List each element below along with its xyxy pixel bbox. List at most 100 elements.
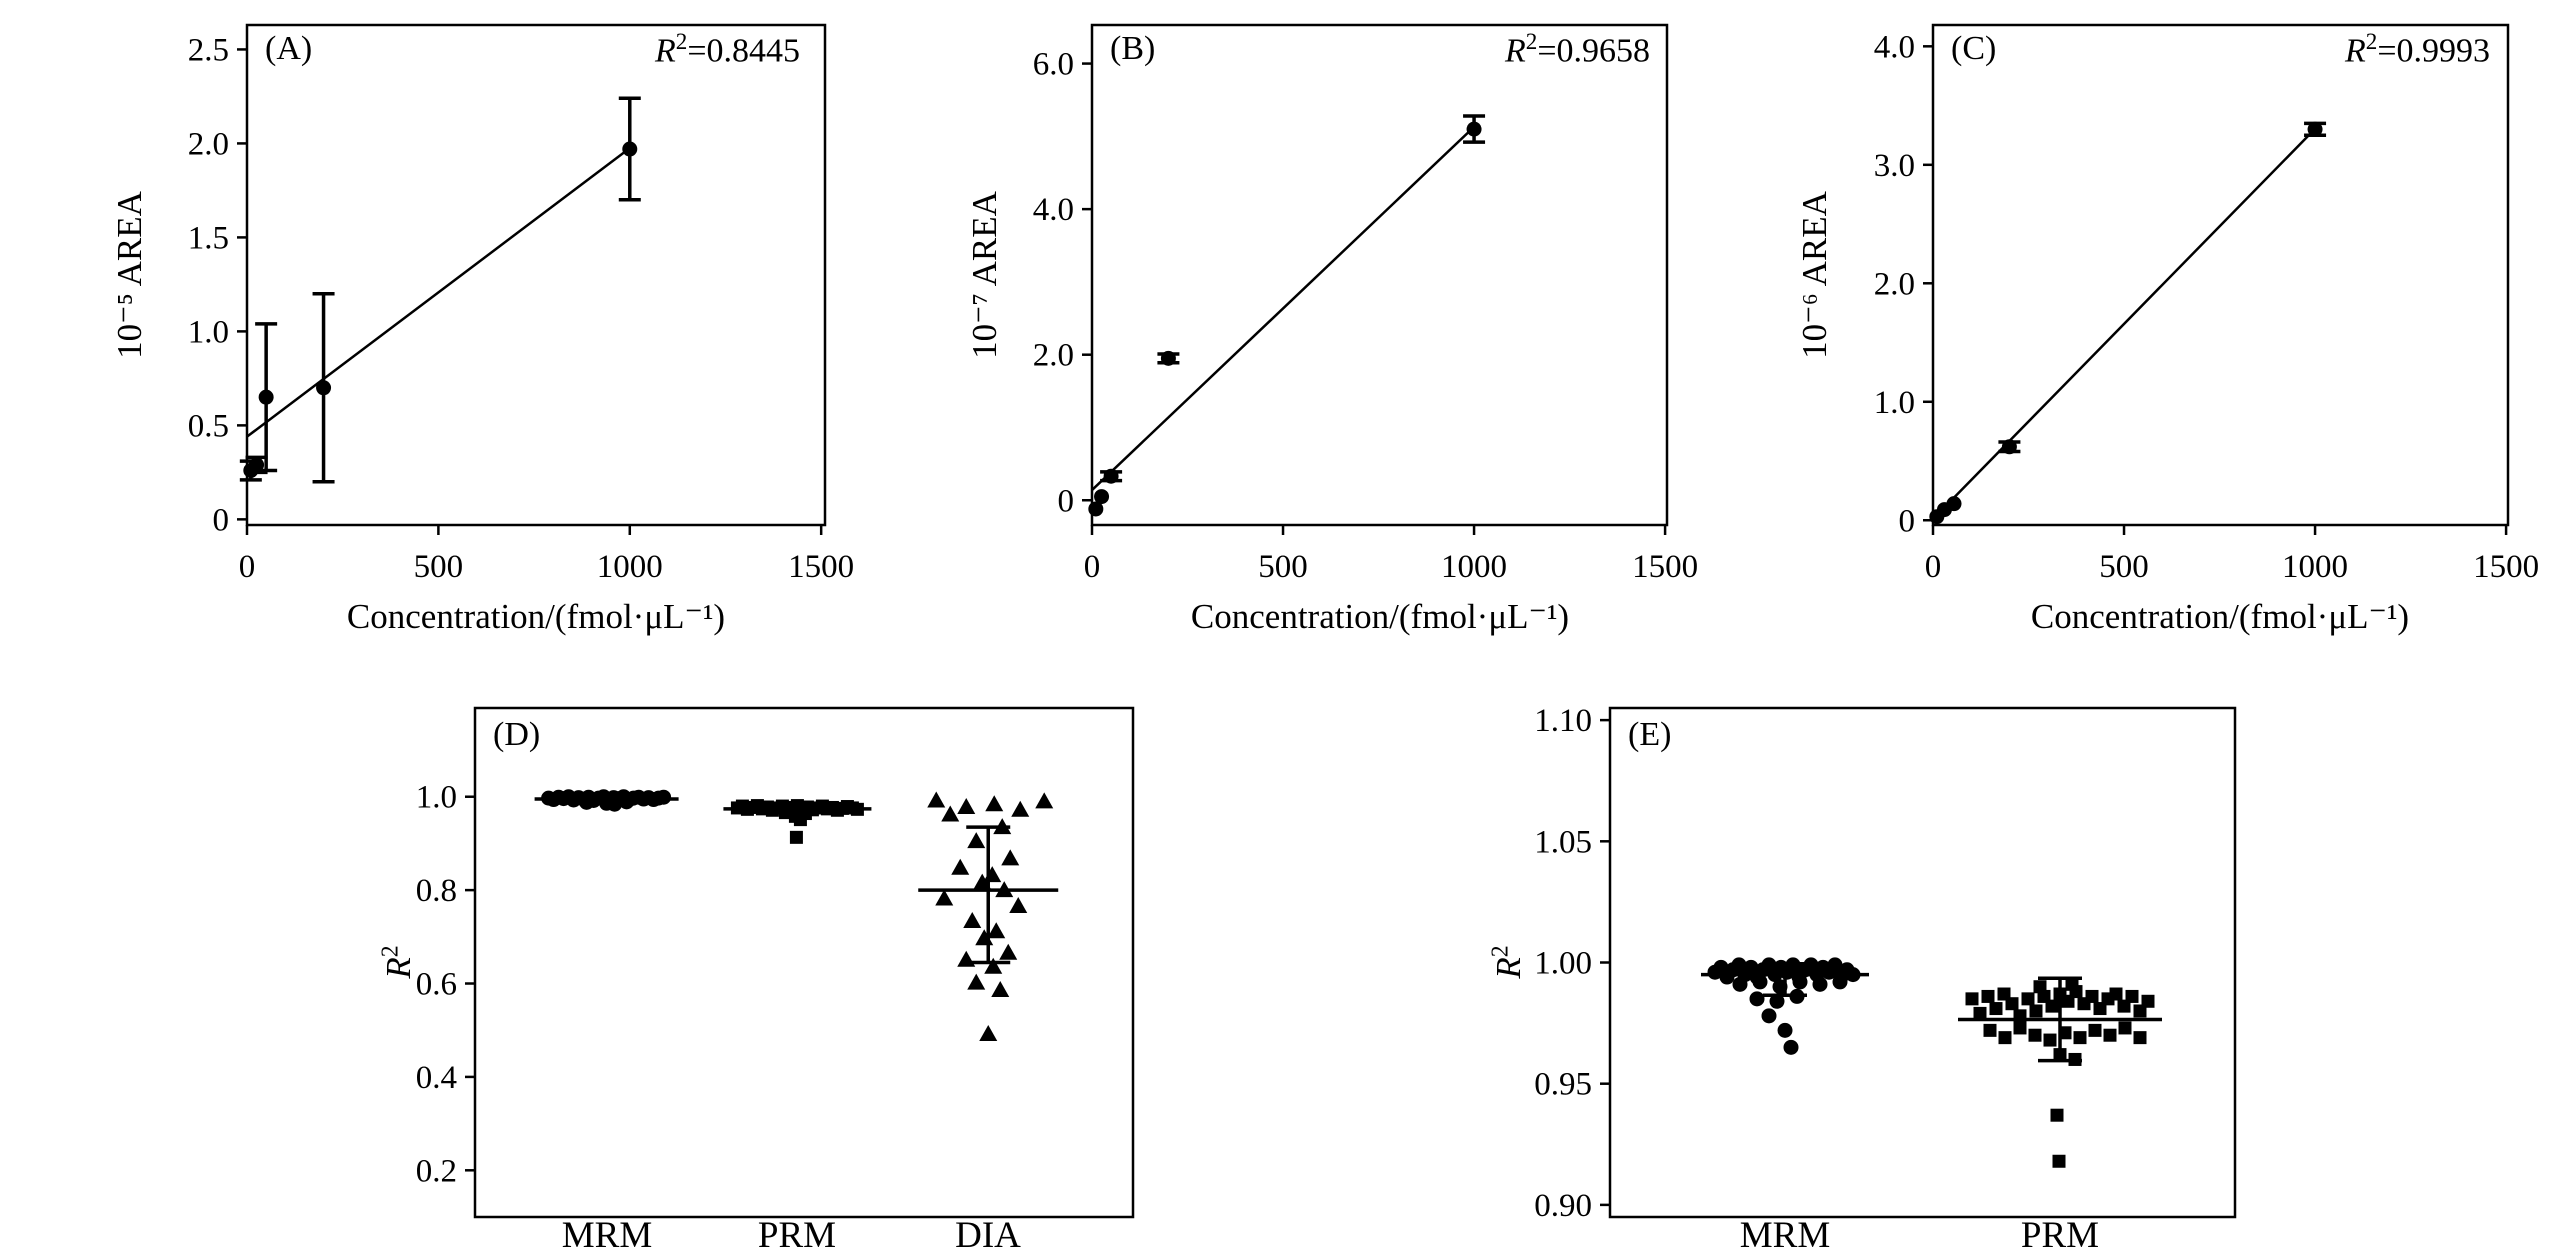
data-point-circle — [1789, 988, 1805, 1004]
data-point-square — [2109, 987, 2123, 1001]
r-symbol: R — [654, 32, 676, 70]
y-axis-title-e: R2 — [1487, 945, 1528, 978]
data-point-square — [2058, 1026, 2072, 1040]
data-point-circle — [249, 457, 265, 473]
x-axis-title-a: Concentration/(fmol·μL⁻¹) — [346, 597, 726, 636]
fit-line — [246, 144, 635, 438]
y-tick-label: 1.10 — [1534, 703, 1592, 739]
data-point-square — [1981, 989, 1995, 1003]
data-point-triangle — [941, 805, 960, 822]
r-symbol: R — [379, 957, 419, 979]
data-point-circle — [1088, 501, 1104, 517]
data-point-circle — [1777, 1022, 1793, 1038]
data-point-circle — [1783, 1039, 1799, 1055]
y-tick-label: 6.0 — [1033, 47, 1074, 83]
x-tick-label: 500 — [2099, 549, 2149, 585]
x-tick-label: 1000 — [597, 549, 663, 585]
data-point-square — [793, 813, 807, 827]
data-point-circle — [1732, 976, 1748, 992]
r-symbol: R — [2344, 32, 2366, 70]
data-point-triangle — [984, 957, 1003, 974]
panel-label-c: (C) — [1951, 30, 1997, 67]
data-point-square — [2050, 1108, 2064, 1122]
y-tick-label: 1.05 — [1534, 824, 1592, 860]
data-point-circle — [2307, 121, 2323, 137]
data-point-circle — [1769, 993, 1785, 1009]
data-point-triangle — [1009, 896, 1028, 913]
data-point-triangle — [1011, 800, 1030, 817]
data-point-triangle — [987, 922, 1006, 939]
data-point-triangle — [979, 1024, 998, 1041]
r2-annotation-a: R2=0.8445 — [654, 29, 800, 70]
y-tick-label: 0 — [1058, 483, 1075, 519]
data-point-square — [2125, 989, 2139, 1003]
data-point-square — [2068, 1052, 2082, 1066]
data-point-square — [1973, 1006, 1987, 1020]
y-tick-label: 0 — [213, 502, 230, 538]
data-point-triangle — [957, 797, 976, 814]
y-tick-label: 4.0 — [1033, 192, 1074, 228]
data-point-triangle — [993, 818, 1012, 835]
y-tick-label: 0.2 — [416, 1153, 457, 1189]
y-tick-label: 2.0 — [1033, 338, 1074, 374]
fit-line — [1091, 122, 1479, 491]
panel-a-plot: 0 0.5 1.0 1.5 2.0 2.5 0 500 1000 1500 — [188, 23, 854, 585]
data-point-square — [1989, 1002, 2003, 1016]
data-point-circle — [1832, 974, 1848, 990]
y-tick-label: 1.5 — [188, 220, 229, 256]
y-tick-label: 0.6 — [416, 967, 457, 1003]
data-point-square — [1998, 1031, 2012, 1045]
data-point-square — [2088, 1023, 2102, 1037]
r-exponent: 2 — [377, 945, 404, 958]
panel-d-plot: 0.2 0.4 0.6 0.8 1.0 — [416, 706, 1135, 1219]
y-axis-title-b: 10⁻⁷ AREA — [964, 191, 1004, 359]
data-point-circle — [1812, 976, 1828, 992]
y-axis-title-d: R2 — [377, 945, 418, 978]
panel-label-e: (E) — [1628, 716, 1672, 753]
panel-label-a: (A) — [265, 30, 313, 67]
category-label-d-prm: PRM — [757, 1215, 837, 1256]
y-tick-label: 0 — [1899, 503, 1916, 539]
data-point-circle — [622, 141, 638, 157]
data-point-square — [2029, 1004, 2043, 1018]
data-point-circle — [1772, 979, 1788, 995]
data-point-circle — [1785, 957, 1801, 973]
data-point-square — [2133, 1031, 2147, 1045]
data-point-square — [2073, 1031, 2087, 1045]
data-point-circle — [1827, 957, 1843, 973]
data-point-triangle — [935, 889, 954, 906]
data-point-square — [2045, 999, 2059, 1013]
data-point-triangle — [983, 866, 1002, 883]
data-point-square — [2118, 1021, 2132, 1035]
axis-box — [1608, 706, 2237, 1219]
data-point-triangle — [967, 973, 986, 990]
data-point-square — [2043, 1033, 2057, 1047]
r2-value: =0.9993 — [2377, 32, 2490, 70]
r-exponent: 2 — [1487, 945, 1514, 958]
r-exponent: 2 — [2365, 29, 2378, 55]
category-label-e-prm: PRM — [2020, 1215, 2100, 1256]
y-tick-label: 0.95 — [1534, 1067, 1592, 1103]
panel-label-d: (D) — [493, 716, 541, 753]
data-point-circle — [1761, 1008, 1777, 1024]
category-label-d-mrm: MRM — [561, 1215, 653, 1256]
r2-annotation-c: R2=0.9993 — [2344, 29, 2490, 70]
panel-b-plot: 0 2.0 4.0 6.0 0 500 1000 1500 — [1033, 23, 1698, 585]
x-tick-label: 0 — [1925, 549, 1942, 585]
data-point-triangle — [951, 858, 970, 875]
data-point-circle — [1103, 468, 1119, 484]
x-tick-label: 500 — [1258, 549, 1308, 585]
y-tick-label: 2.0 — [1874, 266, 1915, 302]
x-tick-label: 1500 — [788, 549, 854, 585]
r2-value: =0.9658 — [1537, 32, 1650, 70]
data-point-square — [2053, 1048, 2067, 1062]
data-point-triangle — [963, 911, 982, 928]
x-tick-label: 1000 — [1441, 549, 1507, 585]
r-exponent: 2 — [1525, 29, 1538, 55]
x-axis-title-b: Concentration/(fmol·μL⁻¹) — [1190, 597, 1570, 636]
y-axis-title-a: 10⁻⁵ AREA — [109, 191, 149, 359]
data-point-circle — [2001, 439, 2017, 455]
data-point-circle — [1094, 489, 1110, 505]
data-point-triangle — [967, 832, 986, 849]
